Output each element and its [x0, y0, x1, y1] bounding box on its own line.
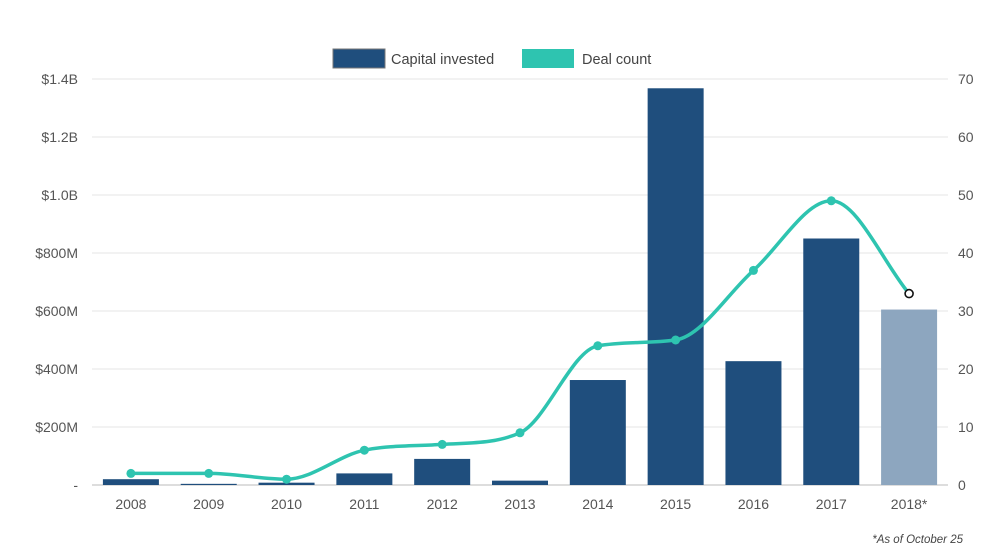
bar	[647, 88, 704, 485]
bar	[414, 458, 471, 485]
line-point	[748, 265, 758, 275]
line-point	[593, 341, 603, 351]
right-tick-label: 0	[958, 477, 966, 493]
deal-count-line	[129, 199, 911, 481]
category-label: 2018*	[891, 496, 928, 512]
footnote: *As of October 25	[872, 534, 963, 546]
bar	[336, 473, 393, 485]
bar	[180, 483, 237, 485]
bar	[803, 238, 860, 485]
left-axis: - $200M $400M $600M $800M $1.0B $1.2B $1.4B	[35, 71, 78, 493]
line-point	[515, 428, 525, 438]
bar	[258, 482, 315, 485]
grid	[92, 78, 948, 486]
line-point	[904, 288, 914, 299]
category-axis: 2008 2009 2010 2011 2012 2013 2014 2015 2016 2017…	[115, 496, 928, 512]
line-point	[359, 445, 369, 455]
bar-series	[102, 88, 938, 485]
right-tick-label: 40	[958, 245, 974, 261]
right-tick-label: 70	[958, 71, 974, 87]
line-point	[826, 196, 836, 206]
category-label: 2011	[349, 496, 379, 512]
right-tick-label: 10	[958, 419, 974, 435]
right-axis: 0 10 20 30 40 50 60 70	[958, 71, 974, 493]
category-label: 2015	[660, 496, 691, 512]
bar	[569, 380, 626, 485]
left-tick-label: $1.0B	[41, 187, 78, 203]
line-point	[671, 335, 681, 345]
right-tick-label: 30	[958, 303, 974, 319]
left-tick-label: $400M	[35, 361, 78, 377]
legend-swatch-deal-count	[522, 49, 574, 68]
line-point	[204, 468, 214, 478]
left-tick-label: $200M	[35, 419, 78, 435]
line-point	[437, 439, 447, 449]
left-tick-label: $1.4B	[41, 71, 78, 87]
category-label: 2014	[582, 496, 613, 512]
right-tick-label: 50	[958, 187, 974, 203]
legend-label-deal-count: Deal count	[582, 52, 651, 68]
line-point	[282, 474, 292, 484]
left-tick-label: $600M	[35, 303, 78, 319]
bar	[492, 480, 548, 485]
category-label: 2017	[816, 496, 847, 512]
left-tick-label: $800M	[35, 245, 78, 261]
right-tick-label: 20	[958, 361, 974, 377]
category-label: 2010	[271, 496, 302, 512]
legend-swatch-capital-invested	[332, 48, 386, 69]
left-tick-label: -	[73, 477, 78, 493]
line-series	[126, 196, 914, 484]
line-point	[126, 468, 136, 478]
right-tick-label: 60	[958, 129, 974, 145]
category-label: 2012	[427, 496, 458, 512]
left-tick-label: $1.2B	[41, 129, 78, 145]
legend: Capital invested Deal count	[332, 48, 651, 69]
category-label: 2013	[504, 496, 535, 512]
category-label: 2009	[193, 496, 224, 512]
legend-label-capital-invested: Capital invested	[391, 52, 494, 68]
category-label: 2008	[115, 496, 146, 512]
bar	[102, 479, 159, 485]
category-label: 2016	[738, 496, 769, 512]
bar	[725, 361, 782, 485]
bar	[881, 309, 938, 485]
